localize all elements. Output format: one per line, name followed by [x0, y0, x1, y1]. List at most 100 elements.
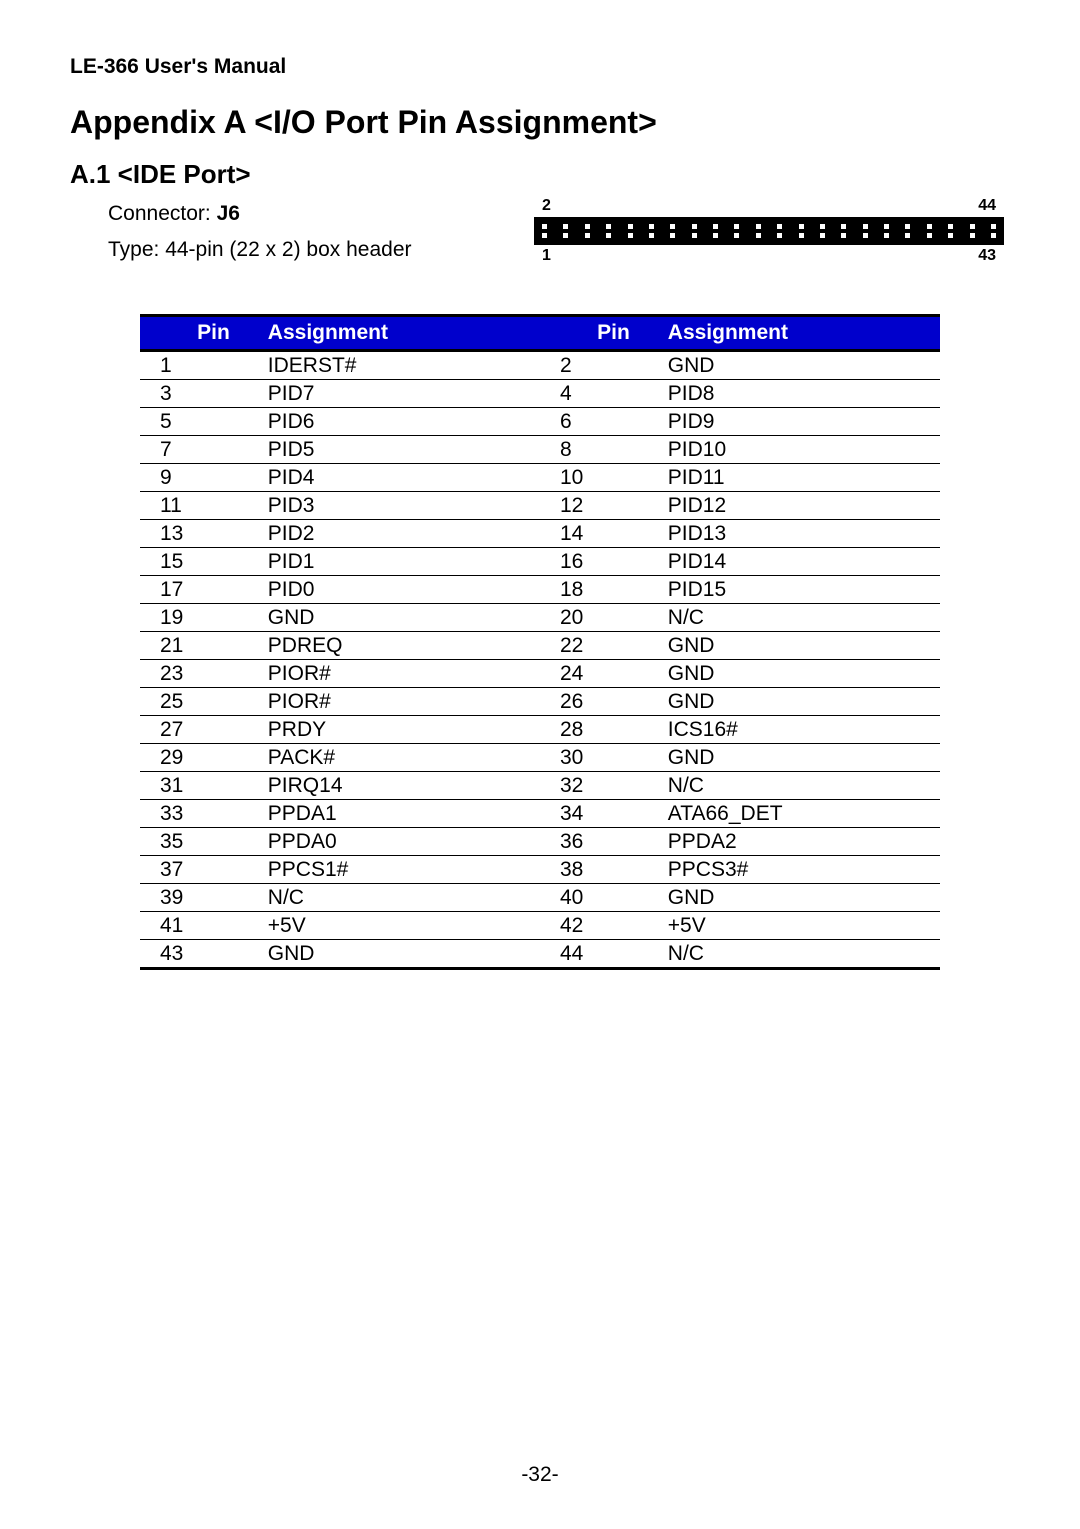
pin-cell: 17	[140, 576, 260, 604]
pin-cell: 29	[140, 744, 260, 772]
pin-cell: 12	[540, 492, 660, 520]
table-row: 9PID410PID11	[140, 464, 940, 492]
connector-line: Connector: J6	[108, 202, 528, 226]
pin-cell: 41	[140, 912, 260, 940]
pin-dot	[692, 233, 697, 238]
pin-cell: 31	[140, 772, 260, 800]
assignment-cell: PID9	[660, 408, 940, 436]
pin-dot	[884, 224, 889, 229]
assignment-cell: PID6	[260, 408, 540, 436]
pin-dot	[927, 224, 932, 229]
assignment-cell: N/C	[660, 772, 940, 800]
pin-dot	[884, 233, 889, 238]
appendix-title: Appendix A <I/O Port Pin Assignment>	[70, 104, 1010, 141]
table-row: 27PRDY28ICS16#	[140, 716, 940, 744]
pin-label-top-right: 44	[978, 197, 996, 215]
pin-dot	[756, 224, 761, 229]
connector-info-row: Connector: J6 Type: 44-pin (22 x 2) box …	[108, 202, 1010, 274]
pin-cell: 36	[540, 828, 660, 856]
pin-diagram-top-labels: 2 44	[534, 197, 1004, 215]
pin-label-top-left: 2	[542, 197, 551, 215]
assignment-cell: PID14	[660, 548, 940, 576]
assignment-cell: PID7	[260, 380, 540, 408]
pin-cell: 20	[540, 604, 660, 632]
pin-dot	[713, 233, 718, 238]
pin-cell: 26	[540, 688, 660, 716]
pin-dot	[606, 224, 611, 229]
pin-cell: 16	[540, 548, 660, 576]
assignment-cell: PPCS1#	[260, 856, 540, 884]
pin-cell: 40	[540, 884, 660, 912]
assignment-cell: N/C	[260, 884, 540, 912]
pin-cell: 24	[540, 660, 660, 688]
pin-cell: 21	[140, 632, 260, 660]
pin-cell: 22	[540, 632, 660, 660]
header-title: LE-366 User's Manual	[70, 55, 1010, 79]
col-pin-2: Pin	[540, 316, 660, 351]
pin-dot	[585, 224, 590, 229]
pin-dot	[970, 233, 975, 238]
pin-cell: 38	[540, 856, 660, 884]
assignment-cell: GND	[260, 604, 540, 632]
pin-cell: 5	[140, 408, 260, 436]
assignment-cell: N/C	[660, 940, 940, 969]
table-row: 3PID74PID8	[140, 380, 940, 408]
pin-dot	[734, 224, 739, 229]
pin-cell: 30	[540, 744, 660, 772]
assignment-cell: IDERST#	[260, 351, 540, 380]
assignment-cell: PIRQ14	[260, 772, 540, 800]
pin-dot	[777, 233, 782, 238]
col-assignment-2: Assignment	[660, 316, 940, 351]
table-row: 19GND20N/C	[140, 604, 940, 632]
pin-cell: 4	[540, 380, 660, 408]
pin-dot	[970, 224, 975, 229]
pin-dot	[905, 233, 910, 238]
pin-cell: 2	[540, 351, 660, 380]
table-row: 33PPDA134ATA66_DET	[140, 800, 940, 828]
pin-cell: 35	[140, 828, 260, 856]
pin-dot	[841, 233, 846, 238]
pin-dot	[563, 224, 568, 229]
pin-dot	[799, 233, 804, 238]
pin-cell: 28	[540, 716, 660, 744]
pin-cell: 42	[540, 912, 660, 940]
assignment-cell: PID15	[660, 576, 940, 604]
assignment-cell: GND	[660, 744, 940, 772]
table-row: 17PID018PID15	[140, 576, 940, 604]
table-row: 15PID116PID14	[140, 548, 940, 576]
assignment-cell: PIOR#	[260, 660, 540, 688]
assignment-cell: PPCS3#	[660, 856, 940, 884]
pin-cell: 23	[140, 660, 260, 688]
pin-dot	[948, 233, 953, 238]
page-number: -32-	[0, 1463, 1080, 1487]
table-row: 7PID58PID10	[140, 436, 940, 464]
pin-cell: 10	[540, 464, 660, 492]
pin-diagram: 2 44 1 43	[528, 197, 1010, 265]
assignment-cell: GND	[660, 632, 940, 660]
pin-cell: 25	[140, 688, 260, 716]
connector-info: Connector: J6 Type: 44-pin (22 x 2) box …	[108, 202, 528, 274]
assignment-cell: PID4	[260, 464, 540, 492]
table-row: 1IDERST#2GND	[140, 351, 940, 380]
assignment-cell: GND	[660, 688, 940, 716]
table-header: Pin Assignment Pin Assignment	[140, 316, 940, 351]
pin-diagram-bottom-labels: 1 43	[534, 247, 1004, 265]
assignment-cell: PID11	[660, 464, 940, 492]
assignment-cell: PID3	[260, 492, 540, 520]
pin-row-bottom	[542, 233, 996, 238]
pin-dot	[777, 224, 782, 229]
assignment-cell: PID0	[260, 576, 540, 604]
table-row: 35PPDA036PPDA2	[140, 828, 940, 856]
pin-cell: 3	[140, 380, 260, 408]
assignment-cell: GND	[260, 940, 540, 969]
pin-dot	[841, 224, 846, 229]
pin-row-top	[542, 224, 996, 229]
pin-dot	[863, 233, 868, 238]
pin-cell: 39	[140, 884, 260, 912]
assignment-cell: GND	[660, 660, 940, 688]
pin-dot	[905, 224, 910, 229]
assignment-cell: PPDA1	[260, 800, 540, 828]
section-title: A.1 <IDE Port>	[70, 159, 1010, 190]
assignment-cell: ATA66_DET	[660, 800, 940, 828]
pin-cell: 32	[540, 772, 660, 800]
